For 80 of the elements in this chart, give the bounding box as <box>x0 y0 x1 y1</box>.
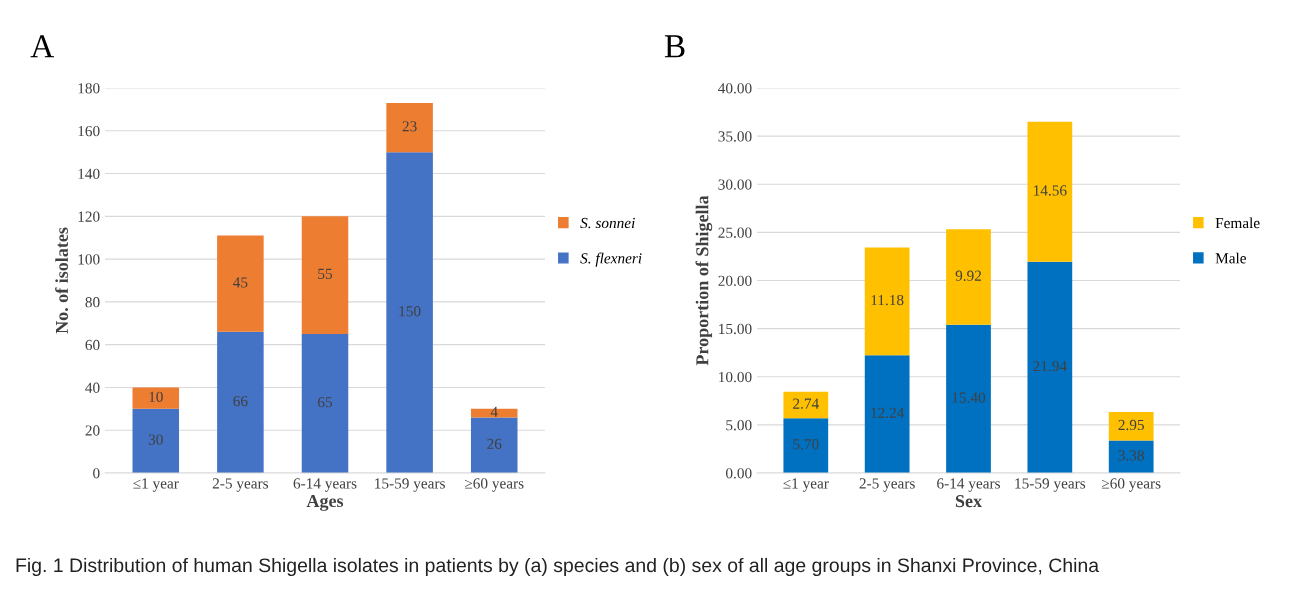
y-tick-label: 5.00 <box>726 420 752 431</box>
y-axis-title: Proportion of Shigella <box>695 195 713 366</box>
chart-title: A <box>30 35 55 58</box>
y-tick-label: 100 <box>78 254 100 265</box>
bar <box>470 408 518 418</box>
legend-label: Male <box>1215 252 1246 264</box>
y-tick-label: 40.00 <box>718 83 752 94</box>
y-tick-label: 80 <box>85 297 100 308</box>
data-label: 3.38 <box>1118 450 1144 461</box>
y-axis-title: No. of isolates <box>55 227 69 334</box>
y-tick-label: 0 <box>93 468 100 479</box>
data-label: 14.56 <box>1034 185 1067 196</box>
bar <box>783 418 829 473</box>
data-label: 45 <box>233 277 248 288</box>
x-tick-label: 2-5 years <box>212 478 269 492</box>
bar <box>301 216 349 334</box>
x-tick-label: 6-14 years <box>293 478 357 492</box>
legend-label: S. sonnei <box>580 217 635 229</box>
data-label: 2.74 <box>793 398 819 409</box>
x-tick-label: ≥60 years <box>465 478 524 492</box>
x-tick-label: ≤1 year <box>133 478 179 492</box>
y-tick-label: 120 <box>78 211 100 222</box>
data-label: 150 <box>399 306 421 317</box>
data-label: 30 <box>148 434 163 445</box>
data-label: 21.94 <box>1033 360 1067 372</box>
bar <box>1027 261 1073 473</box>
data-label: 12.24 <box>871 407 905 418</box>
y-tick-label: 15.00 <box>719 323 752 335</box>
x-tick-label: ≥60 years <box>1101 478 1161 492</box>
bar <box>864 355 910 473</box>
chart-title: B <box>664 35 685 58</box>
y-tick-label: 20.00 <box>718 275 752 287</box>
x-tick-label: 6-14 years <box>937 478 1000 492</box>
x-tick-label: ≤1 year <box>783 478 829 492</box>
y-tick-label: 25.00 <box>718 227 752 238</box>
y-tick-label: 35.00 <box>718 131 752 142</box>
y-tick-label: 60 <box>85 339 100 351</box>
bar <box>301 333 349 473</box>
x-tick-label: 2-5 years <box>859 478 915 492</box>
bar <box>217 235 264 332</box>
bar <box>946 229 991 325</box>
data-label: 2.95 <box>1118 419 1144 431</box>
data-label: 23 <box>402 121 417 132</box>
data-label: 66 <box>233 395 248 407</box>
data-label: 9.92 <box>955 270 982 281</box>
bar <box>386 152 433 473</box>
y-tick-label: 20 <box>85 425 100 436</box>
x-tick-label: 15-59 years <box>1015 478 1086 492</box>
legend-label: Female <box>1215 217 1260 229</box>
y-tick-label: 180 <box>78 83 100 94</box>
legend-label: S. flexneri <box>580 252 642 267</box>
bar <box>132 408 180 473</box>
bar <box>1027 121 1073 262</box>
bar <box>1108 440 1154 473</box>
bar <box>217 331 264 473</box>
bar <box>946 324 991 473</box>
data-label: 55 <box>318 268 333 279</box>
caption: Fig. 1 Distribution of human Shigella isolates in patients by (a) species and (b) sex of all age groups in Shanxi Province, China <box>16 557 1100 577</box>
data-label: 15.40 <box>952 392 986 403</box>
data-label: 10 <box>149 391 163 402</box>
data-label: 65 <box>318 397 333 408</box>
bar <box>1108 412 1154 441</box>
data-label: 5.70 <box>793 439 819 450</box>
y-tick-label: 40 <box>85 382 100 393</box>
y-tick-label: 140 <box>78 168 100 180</box>
bar <box>132 387 180 409</box>
y-tick-label: 30.00 <box>718 179 752 190</box>
y-tick-label: 10.00 <box>719 371 752 383</box>
bar <box>783 391 829 419</box>
bar <box>386 102 433 153</box>
data-label: 4 <box>490 406 498 417</box>
y-tick-label: 160 <box>78 125 100 137</box>
y-tick-label: 0.00 <box>725 468 752 479</box>
data-label: 26 <box>487 438 502 450</box>
x-tick-label: 15-59 years <box>375 478 445 492</box>
x-axis-title: Sex <box>955 495 982 508</box>
bar <box>470 417 518 473</box>
x-axis-title: Ages <box>306 494 344 511</box>
bar <box>864 247 910 356</box>
data-label: 11.18 <box>871 294 904 306</box>
